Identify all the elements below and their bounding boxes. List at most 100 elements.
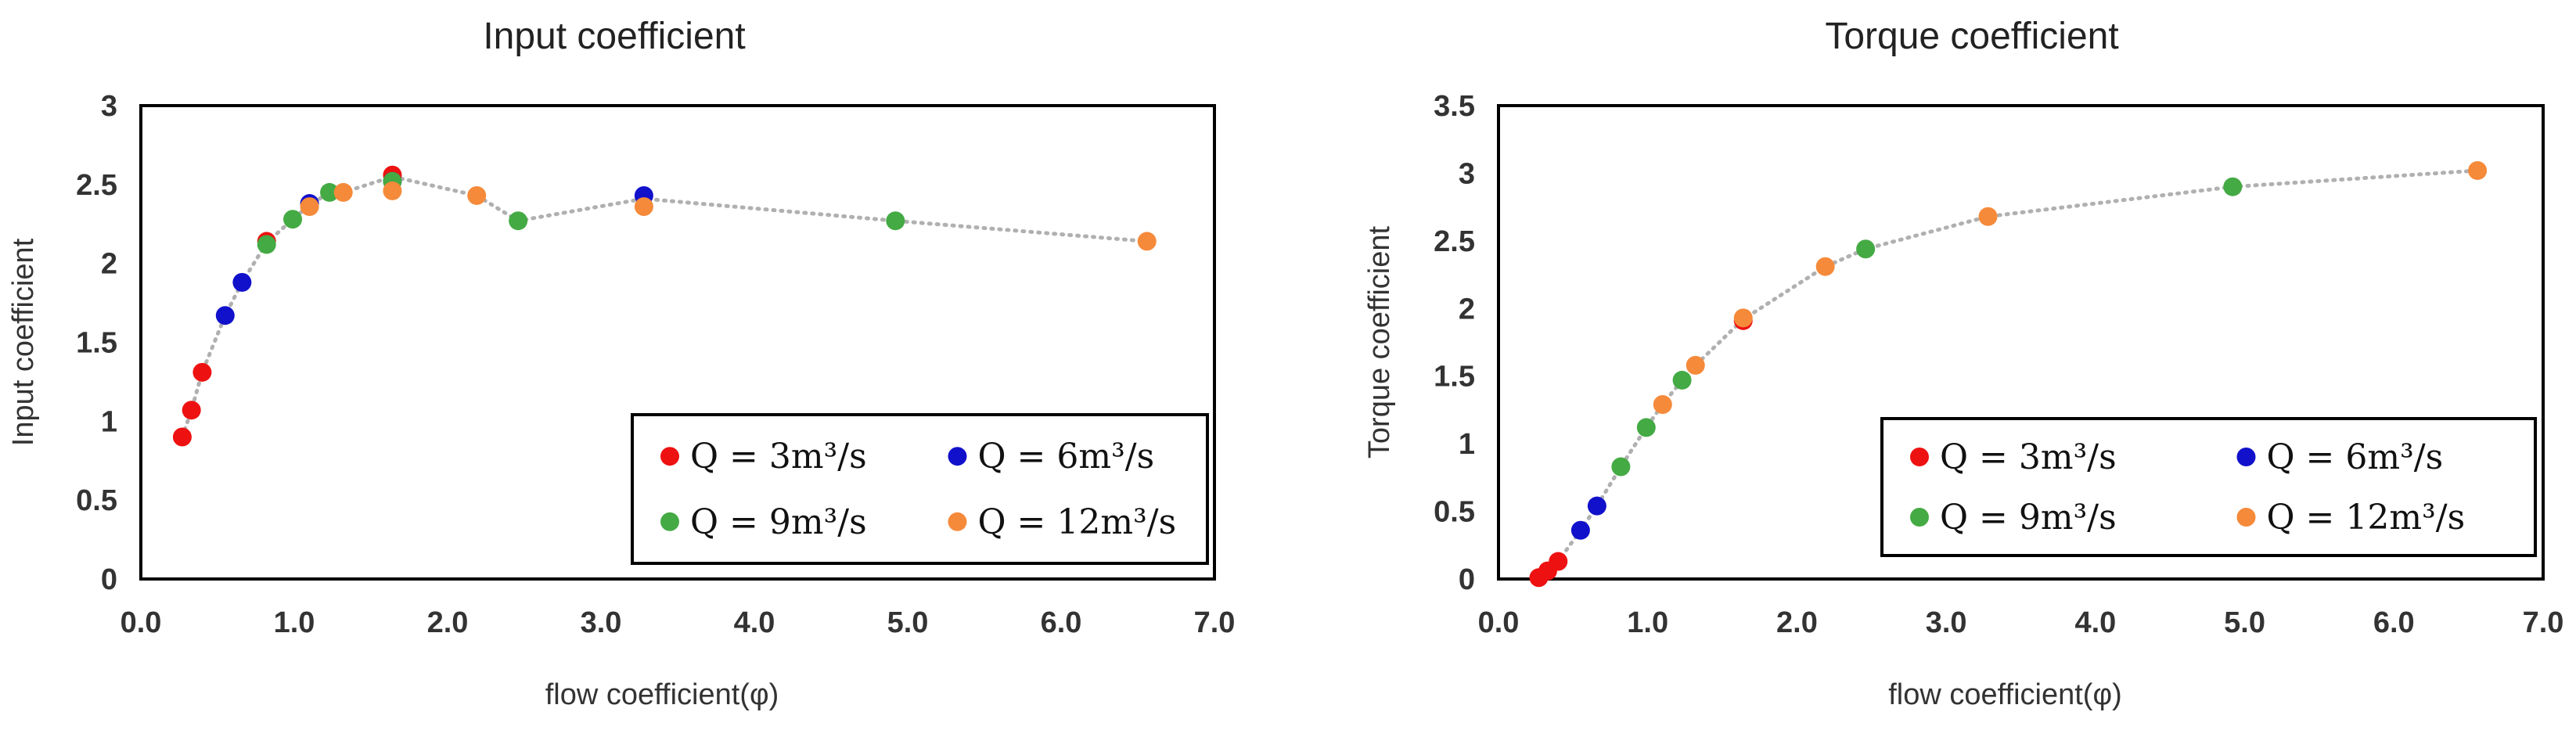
data-point xyxy=(2468,160,2488,180)
legend-box xyxy=(1880,417,2537,557)
series-1 xyxy=(172,165,402,447)
data-point xyxy=(1549,552,1568,571)
plot-frame xyxy=(1497,104,2545,581)
trend-line xyxy=(1536,168,2480,580)
legend-marker xyxy=(660,512,679,531)
data-point xyxy=(509,211,528,231)
x-tick-label: 4.0 xyxy=(2074,606,2116,639)
x-tick-label: 4.0 xyxy=(734,606,775,639)
chart-title: Torque coefficient xyxy=(1825,16,2118,57)
chart-1: Input coefficient 0.0 1.0 2.0 3.0 4.0 5.0 6.0 7.… xyxy=(7,16,1235,711)
data-point xyxy=(215,306,235,325)
y-tick-label: 2 xyxy=(101,248,117,281)
data-point xyxy=(2223,177,2243,196)
series-2 xyxy=(215,171,653,325)
data-point xyxy=(320,182,340,202)
series-2 xyxy=(1570,496,1606,540)
legend-marker xyxy=(660,447,679,466)
data-point xyxy=(1636,418,1656,437)
x-axis-label: flow coefficient(φ) xyxy=(545,678,779,711)
legend-marker xyxy=(1910,508,1929,527)
data-point xyxy=(1653,395,1672,415)
y-axis-label: Input coefficient xyxy=(7,238,40,446)
legend-marker xyxy=(2236,448,2256,466)
y-tick-label: 3 xyxy=(101,90,117,123)
data-point xyxy=(333,182,353,202)
x-tick-label: 0.0 xyxy=(1478,606,1520,639)
y-tick-label: 0.5 xyxy=(1434,496,1475,529)
x-tick-label: 7.0 xyxy=(2523,606,2564,639)
y-axis-label: Torque coefficient xyxy=(1363,225,1396,458)
x-axis-label: flow coefficient(φ) xyxy=(1888,678,2122,711)
data-point xyxy=(1570,520,1590,540)
y-tick-label: 1 xyxy=(101,405,117,438)
x-tick-label: 1.0 xyxy=(274,606,315,639)
x-tick-label: 5.0 xyxy=(2224,606,2265,639)
data-point xyxy=(172,427,192,447)
legend-label: Q = 9m³/s xyxy=(690,502,867,542)
data-point xyxy=(1815,257,1835,276)
x-tick-label: 6.0 xyxy=(2373,606,2415,639)
data-point xyxy=(300,197,319,217)
legend-label: Q = 12m³/s xyxy=(2267,498,2466,538)
data-point xyxy=(383,181,402,200)
data-point xyxy=(1672,370,1692,390)
y-tick-label: 3.5 xyxy=(1434,90,1475,123)
trend-line xyxy=(180,174,1149,439)
legend-label: Q = 3m³/s xyxy=(690,437,867,476)
data-point xyxy=(232,272,252,292)
data-point xyxy=(886,211,905,231)
series-4 xyxy=(300,181,1157,251)
plot-frame xyxy=(139,104,1216,581)
data-point xyxy=(1686,355,1705,375)
data-point xyxy=(283,210,303,229)
legend-marker xyxy=(948,512,967,531)
data-point xyxy=(257,235,276,254)
data-point xyxy=(634,197,653,217)
data-point xyxy=(1978,207,1998,226)
y-tick-label: 3 xyxy=(1459,157,1475,190)
x-tick-label: 1.0 xyxy=(1627,606,1668,639)
data-point xyxy=(467,185,487,205)
data-point xyxy=(1611,457,1631,476)
legend-label: Q = 9m³/s xyxy=(1940,498,2117,538)
data-point xyxy=(182,401,201,420)
legend: Q = 3m³/s Q = 6m³/s Q = 9m³/s Q = 12m³/s xyxy=(631,413,1209,565)
legend-label: Q = 6m³/s xyxy=(978,437,1155,476)
y-tick-label: 0 xyxy=(101,563,117,596)
legend-box xyxy=(631,413,1209,565)
y-tick-label: 2.5 xyxy=(1434,225,1475,258)
y-tick-label: 0.5 xyxy=(76,484,117,517)
x-tick-label: 3.0 xyxy=(1926,606,1967,639)
legend-marker xyxy=(1910,448,1929,466)
x-tick-label: 7.0 xyxy=(1194,606,1236,639)
x-tick-label: 5.0 xyxy=(887,606,929,639)
series-1 xyxy=(1529,311,1753,588)
data-point xyxy=(192,362,212,382)
y-tick-label: 2.5 xyxy=(76,169,117,202)
chart-2: Torque coefficient 0.0 1.0 2.0 3.0 4.0 5.0 6.0 7… xyxy=(1363,16,2563,711)
legend-marker xyxy=(2236,508,2256,527)
y-tick-label: 0 xyxy=(1459,563,1475,596)
legend-label: Q = 3m³/s xyxy=(1940,437,2117,477)
x-tick-label: 2.0 xyxy=(1776,606,1818,639)
y-tick-label: 1.5 xyxy=(76,327,117,360)
x-tick-label: 3.0 xyxy=(581,606,622,639)
data-point xyxy=(1587,496,1606,516)
chart-title: Input coefficient xyxy=(483,16,745,57)
x-tick-label: 6.0 xyxy=(1041,606,1082,639)
x-tick-label: 0.0 xyxy=(121,606,162,639)
series-3 xyxy=(1611,177,2243,476)
data-point xyxy=(1137,232,1157,251)
y-tick-label: 1.5 xyxy=(1434,361,1475,394)
legend-label: Q = 12m³/s xyxy=(978,502,1177,542)
data-point xyxy=(1856,239,1876,259)
data-point xyxy=(1733,308,1753,328)
y-tick-label: 2 xyxy=(1459,293,1475,325)
legend: Q = 3m³/s Q = 6m³/s Q = 9m³/s Q = 12m³/s xyxy=(1880,417,2537,557)
x-tick-label: 2.0 xyxy=(427,606,469,639)
legend-label: Q = 6m³/s xyxy=(2267,437,2444,477)
series-3 xyxy=(257,171,905,254)
y-tick-label: 1 xyxy=(1459,428,1475,461)
